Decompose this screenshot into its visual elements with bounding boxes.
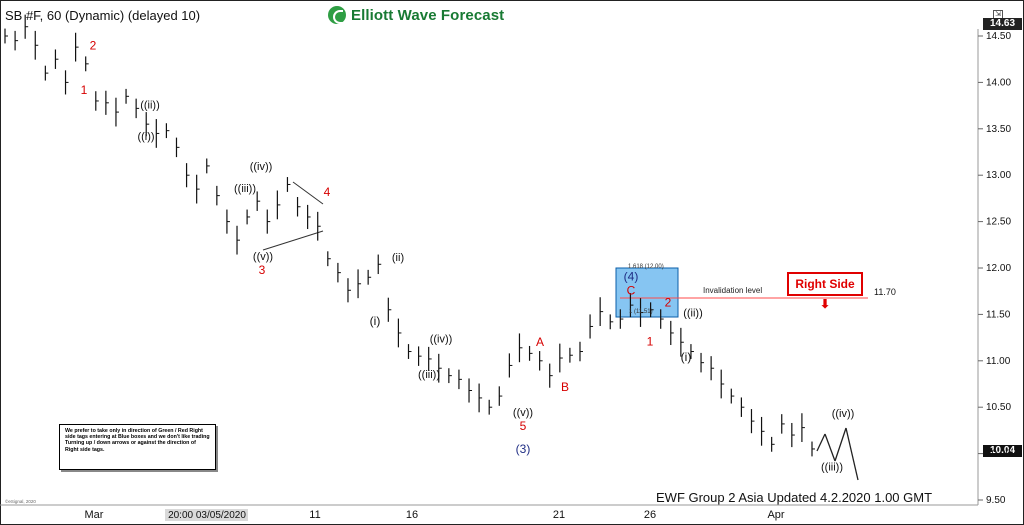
right-side-button[interactable]: Right Side ⬇ [787,272,863,311]
x-tick-label: 26 [644,509,656,521]
footer-text: EWF Group 2 Asia Updated 4.2.2020 1.00 G… [656,490,933,505]
wave-label: 2 [90,38,97,52]
y-tick-label: 14.50 [986,31,1011,42]
y-axis-ticks: 14.50 14.00 13.50 13.00 12.50 12.00 11.50 11.00… [978,31,1011,506]
current-price-box: 10.04 [983,445,1022,457]
wave-label: 4 [324,185,331,199]
projection-line-2 [824,433,836,462]
triangle-top-line [292,181,324,205]
fibonacci-small-label: 1 (11.51) [629,309,653,315]
wave-label: ((iii)) [821,462,843,474]
wave-label: (i) [681,350,692,364]
y-tick-label: 10.50 [986,402,1011,413]
x-tick-label: Apr [767,509,784,521]
logo-icon [328,6,346,24]
projection-line-3 [834,427,847,462]
wave-label: ((iv)) [250,161,273,173]
x-tick-label: 21 [553,509,565,521]
x-tick-label: 11 [309,509,320,521]
wave-label: ((ii)) [140,100,160,112]
y-tick-label: 11.00 [986,356,1011,367]
logo-text: Elliott Wave Forecast [351,6,505,24]
right-side-label: Right Side [795,277,855,291]
x-tick-label: Mar [85,509,104,521]
invalidation-value: 11.70 [874,287,896,297]
trading-note: We prefer to take only in direction of G… [59,424,216,470]
wave-label: ((v)) [253,251,273,263]
fibonacci-1618-label: 1.618 (12.00) [628,264,664,270]
date-highlight [165,509,248,521]
wave-label: 1 [81,83,88,97]
copyright-text: ©eSignal, 2020 [5,498,36,504]
y-tick-label: 9.50 [986,495,1006,506]
wave-label: ((iv)) [430,334,453,346]
price-bars [4,14,815,457]
wave-label: 3 [259,263,266,277]
blue-box [615,267,679,318]
down-arrow-icon: ⬇ [819,297,831,311]
y-tick-label: 10.00 [986,449,1011,460]
wave-label: 5 [520,419,527,433]
wave-labels: 21((ii))((i))((iv))((iii)) 4((v))3(ii)(i)… [81,38,855,473]
wave-label: 2 [665,295,672,309]
y-tick-label: 12.00 [986,263,1011,274]
wave-label: (ii) [392,252,404,264]
elliott-wave-forecast-logo: Elliott Wave Forecast [328,6,504,24]
projection-line-4 [845,427,859,481]
wave-label: B [561,380,569,394]
chart-title: SB #F, 60 (Dynamic) (delayed 10) [5,8,201,23]
wave-label: (4) [624,269,639,283]
projection-line-1 [816,433,826,452]
y-tick-label: 13.00 [986,170,1011,181]
wave-label: ((ii)) [683,308,703,320]
wave-label: ((iv)) [832,408,855,420]
wave-label: ((i)) [137,131,154,143]
x-tick-label: 16 [406,509,418,521]
x-tick-label: 20:00 03/05/2020 [168,510,246,521]
wave-label: (i) [370,314,381,328]
wave-label: (3) [516,442,531,456]
triangle-bottom-line [262,230,324,251]
wave-label: 1 [647,334,654,348]
wave-label: ((iii)) [418,369,440,381]
wave-label: ((iii)) [234,183,256,195]
y-tick-label: 12.50 [986,217,1011,228]
last-price-box: 14.63 [983,18,1022,30]
wave-label: A [536,335,544,349]
y-tick-label: 11.50 [986,309,1011,320]
x-axis-ticks: Mar 20:00 03/05/2020 11 16 21 26 Apr [85,509,785,521]
y-tick-label: 14.00 [986,77,1011,88]
wave-label: ((v)) [513,407,533,419]
invalidation-label: Invalidation level [703,286,763,295]
wave-label: C [627,283,636,297]
y-tick-label: 13.50 [986,124,1011,135]
